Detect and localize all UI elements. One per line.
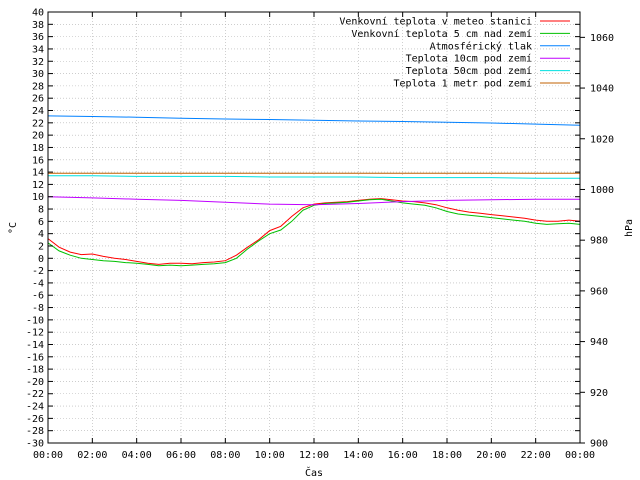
- y-tick-label: -24: [26, 402, 44, 413]
- y-tick-label: 4: [38, 229, 44, 240]
- y-tick-label: 14: [32, 168, 44, 179]
- x-tick-label: 02:00: [77, 450, 107, 461]
- y-tick-label: 16: [32, 155, 44, 166]
- y-tick-label: -6: [32, 291, 44, 302]
- series-line-3: [47, 196, 580, 206]
- y-tick-label: 0: [38, 254, 44, 265]
- y-tick-label: 2: [38, 241, 44, 252]
- y2-tick-label: 980: [590, 236, 608, 247]
- x-tick-label: 20:00: [476, 450, 506, 461]
- y2-tick-label: 1060: [590, 33, 614, 44]
- x-tick-label: 22:00: [521, 450, 551, 461]
- y-tick-labels: -30-28-26-24-22-20-18-16-14-12-10-8-6-4-…: [26, 8, 44, 450]
- y2-tick-label: 940: [590, 337, 608, 348]
- y-tick-label: 10: [32, 192, 44, 203]
- y-tick-label: -26: [26, 414, 44, 425]
- x-tick-labels: 00:00 02:00 04:00 06:00 08:00 10:00 12:00 14:00…: [33, 450, 595, 461]
- legend-label-5: Teplota 1 metr pod zemí: [394, 78, 532, 90]
- y-tick-label: 34: [32, 44, 44, 55]
- y-tick-label: -8: [32, 303, 44, 314]
- series-line-2: [47, 115, 581, 126]
- x-tick-label: 12:00: [299, 450, 329, 461]
- legend-label-2: Atmosférický tlak: [430, 40, 532, 52]
- y-tick-label: 30: [32, 69, 44, 80]
- legend-label-0: Venkovní teplota v meteo stanici: [339, 16, 532, 28]
- y-tick-label: 12: [32, 180, 44, 191]
- y-tick-label: -2: [32, 266, 44, 277]
- y-tick-label: 20: [32, 131, 44, 142]
- y2-tick-label: 1000: [590, 185, 614, 196]
- y-tick-label: -10: [26, 315, 44, 326]
- legend-label-1: Venkovní teplota 5 cm nad zemí: [351, 28, 532, 40]
- x-tick-label: 00:00: [565, 450, 595, 461]
- y-tick-label: 6: [38, 217, 44, 228]
- series-line-1: [47, 198, 581, 267]
- y2-tick-labels: 900 920 940 960 980 1000 1020 1040 1060: [590, 33, 614, 450]
- y-tick-label: 24: [32, 106, 44, 117]
- series-group: [47, 115, 581, 267]
- x-tick-label: 08:00: [210, 450, 240, 461]
- y-tick-label: -12: [26, 328, 44, 339]
- y-tick-label: 38: [32, 20, 44, 31]
- y-tick-label: -28: [26, 426, 44, 437]
- y2-tick-label: 900: [590, 439, 608, 450]
- y-tick-label: 18: [32, 143, 44, 154]
- y2-tick-label: 1020: [590, 134, 614, 145]
- y-tick-label: -20: [26, 377, 44, 388]
- y2-tick-label: 960: [590, 286, 608, 297]
- legend: Venkovní teplota v meteo staniciVenkovní…: [339, 16, 570, 90]
- y-tick-label: -30: [26, 439, 44, 450]
- ticks: [47, 11, 585, 444]
- y-tick-label: 32: [32, 57, 44, 68]
- y-tick-label: -22: [26, 389, 44, 400]
- y-tick-label: -4: [32, 278, 44, 289]
- y-tick-label: -16: [26, 352, 44, 363]
- x-tick-label: 18:00: [432, 450, 462, 461]
- y2-axis-title: hPa: [624, 219, 635, 237]
- x-tick-label: 14:00: [343, 450, 373, 461]
- series-line-4: [48, 175, 580, 179]
- x-axis-title: Čas: [305, 466, 323, 479]
- y-tick-label: 8: [38, 205, 44, 216]
- y-tick-label: 36: [32, 32, 44, 43]
- y-tick-label: 22: [32, 118, 44, 129]
- series-line-0: [47, 198, 581, 265]
- y-tick-label: 40: [32, 8, 44, 19]
- y-tick-label: -18: [26, 365, 44, 376]
- legend-label-4: Teplota 50cm pod zemí: [406, 65, 532, 77]
- legend-label-3: Teplota 10cm pod zemí: [406, 53, 532, 65]
- x-tick-label: 16:00: [388, 450, 418, 461]
- x-tick-label: 10:00: [255, 450, 285, 461]
- y2-tick-label: 1040: [590, 84, 614, 95]
- x-tick-label: 00:00: [33, 450, 63, 461]
- y2-tick-label: 920: [590, 388, 608, 399]
- y-tick-label: 26: [32, 94, 44, 105]
- x-tick-label: 06:00: [166, 450, 196, 461]
- y-tick-label: -14: [26, 340, 44, 351]
- y-tick-label: 28: [32, 81, 44, 92]
- x-tick-label: 04:00: [122, 450, 152, 461]
- y-axis-title: °C: [8, 222, 19, 234]
